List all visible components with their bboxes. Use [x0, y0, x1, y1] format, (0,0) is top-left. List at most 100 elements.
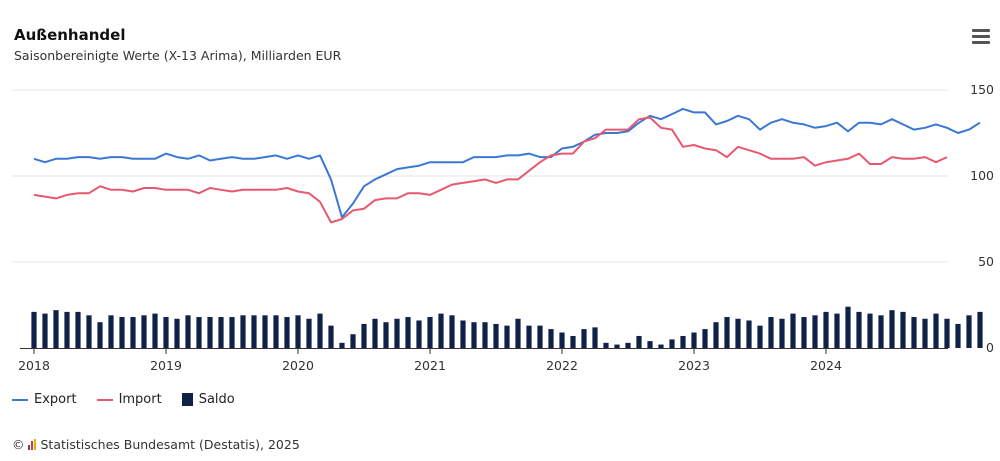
saldo-bar — [482, 322, 488, 348]
saldo-bar — [713, 322, 719, 348]
x-tick-label: 2021 — [414, 358, 446, 373]
saldo-bar — [812, 315, 818, 348]
saldo-bar — [570, 335, 576, 348]
menu-bar — [972, 29, 990, 32]
saldo-bar — [97, 322, 103, 348]
saldo-bar — [251, 315, 257, 348]
saldo-bar — [603, 342, 609, 348]
menu-bar — [972, 35, 990, 38]
saldo-bar — [504, 325, 510, 348]
chart-subtitle: Saisonbereinigte Werte (X-13 Arima), Mil… — [14, 48, 342, 63]
saldo-bar — [438, 313, 444, 348]
saldo-bar — [460, 320, 466, 348]
saldo-bar — [42, 313, 48, 348]
copyright-symbol: © — [12, 437, 25, 452]
x-tick-label: 2020 — [282, 358, 314, 373]
saldo-swatch — [181, 393, 193, 406]
saldo-bar — [867, 313, 873, 348]
saldo-bar — [647, 341, 653, 348]
saldo-bar — [273, 315, 279, 348]
saldo-bar — [108, 315, 114, 348]
saldo-bar — [196, 317, 202, 348]
chart-grid — [12, 89, 948, 263]
saldo-bar — [317, 313, 323, 348]
saldo-bar — [933, 313, 939, 348]
saldo-bar — [548, 329, 554, 348]
saldo-bar — [625, 342, 631, 348]
saldo-bar — [295, 315, 301, 348]
saldo-bar — [240, 315, 246, 348]
series-lines — [33, 107, 981, 224]
saldo-bar — [779, 318, 785, 348]
legend: Export Import Saldo — [12, 392, 255, 407]
saldo-bar — [471, 322, 477, 348]
saldo-bar — [427, 317, 433, 348]
saldo-bar — [526, 325, 532, 348]
menu-bar — [972, 41, 990, 44]
saldo-bar — [372, 318, 378, 348]
saldo-bar — [955, 323, 961, 348]
saldo-bar — [262, 315, 268, 348]
saldo-bar — [944, 318, 950, 348]
saldo-bar — [636, 335, 642, 348]
legend-item-saldo[interactable]: Saldo — [181, 392, 235, 407]
saldo-bar — [801, 317, 807, 348]
saldo-bar — [900, 311, 906, 348]
export-line — [33, 107, 981, 219]
saldo-bar — [229, 317, 235, 348]
y-tick-label: 50 — [978, 254, 994, 269]
saldo-bar — [966, 315, 972, 348]
import-line — [33, 116, 948, 224]
legend-item-import[interactable]: Import — [96, 392, 162, 407]
saldo-bar — [350, 334, 356, 348]
saldo-bar — [790, 313, 796, 348]
saldo-bar — [911, 317, 917, 348]
saldo-bar — [922, 318, 928, 348]
x-tick-label: 2019 — [150, 358, 182, 373]
saldo-bar — [581, 329, 587, 348]
saldo-bar — [515, 318, 521, 348]
legend-label-import: Import — [118, 392, 162, 407]
saldo-bar — [449, 315, 455, 348]
saldo-bar — [284, 317, 290, 348]
saldo-bar — [306, 318, 312, 348]
saldo-bar — [174, 318, 180, 348]
saldo-bar — [856, 311, 862, 348]
saldo-bar — [86, 315, 92, 348]
x-tick-label: 2023 — [678, 358, 710, 373]
saldo-bar — [889, 310, 895, 348]
saldo-bar — [339, 342, 345, 348]
saldo-bar — [702, 329, 708, 348]
saldo-bar — [823, 311, 829, 348]
saldo-bar — [152, 313, 158, 348]
credit-text: Statistisches Bundesamt (Destatis), 2025 — [40, 437, 300, 452]
hamburger-menu-icon[interactable] — [972, 29, 990, 45]
saldo-bar — [537, 325, 543, 348]
saldo-bar — [218, 317, 224, 348]
saldo-bar — [878, 315, 884, 348]
saldo-bar — [559, 332, 565, 348]
saldo-bar — [119, 317, 125, 348]
chart-title: Außenhandel — [14, 26, 126, 44]
saldo-bar — [163, 317, 169, 348]
saldo-bar — [207, 317, 213, 348]
legend-item-export[interactable]: Export — [12, 392, 77, 407]
chart-axis: 0 50 100 150 2018 2019 2020 2021 2022 2023 2024 — [18, 82, 994, 373]
saldo-bar — [394, 318, 400, 348]
saldo-bar — [614, 344, 620, 348]
saldo-bar — [141, 315, 147, 348]
saldo-bar — [416, 320, 422, 348]
saldo-bar — [185, 315, 191, 348]
saldo-bar — [845, 306, 851, 348]
saldo-bar — [361, 323, 367, 348]
saldo-bar — [768, 317, 774, 348]
saldo-bar — [405, 317, 411, 348]
saldo-bar — [680, 335, 686, 348]
source-credit: © Statistisches Bundesamt (Destatis), 20… — [12, 437, 300, 452]
x-tick-label: 2022 — [546, 358, 578, 373]
saldo-bar — [592, 327, 598, 348]
saldo-bar — [31, 311, 37, 348]
saldo-bar — [493, 323, 499, 348]
saldo-bar — [383, 322, 389, 348]
saldo-bar — [669, 339, 675, 348]
